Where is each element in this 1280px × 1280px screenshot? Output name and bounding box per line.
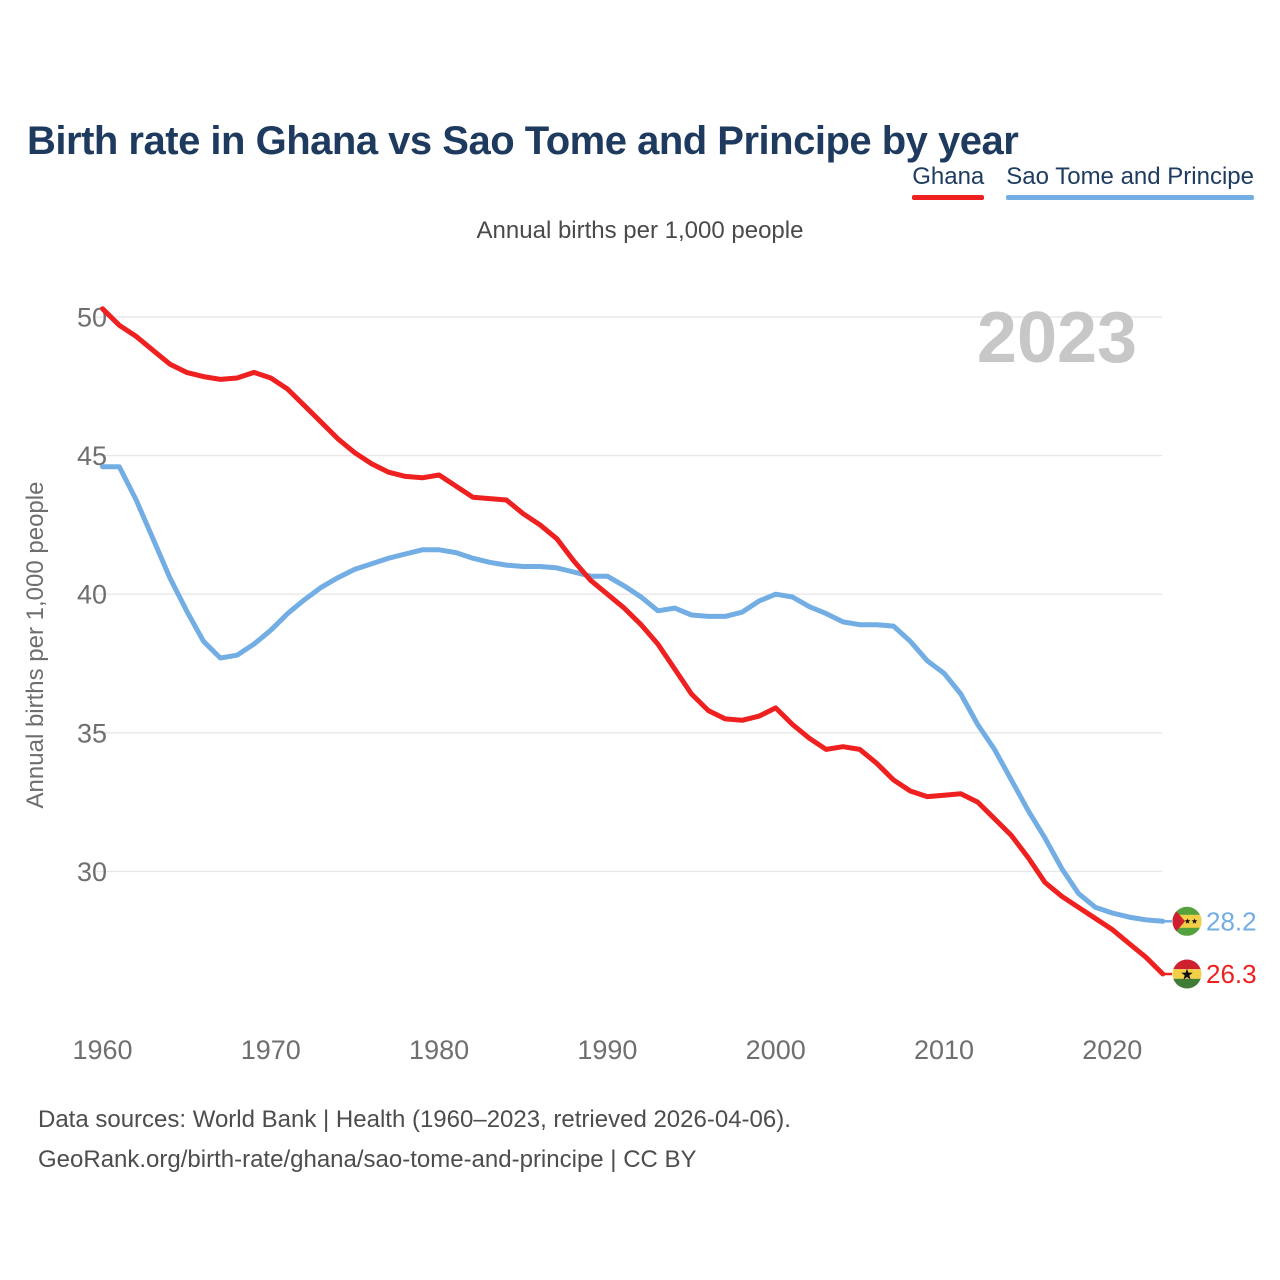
svg-text:1990: 1990 bbox=[577, 1035, 637, 1065]
y-axis-title: Annual births per 1,000 people bbox=[22, 482, 49, 809]
end-value-sao-tome: 28.2 bbox=[1206, 906, 1257, 936]
legend-label-ghana: Ghana bbox=[912, 163, 985, 190]
legend-item-ghana[interactable]: Ghana bbox=[912, 163, 985, 200]
end-value-ghana: 26.3 bbox=[1206, 959, 1257, 989]
legend-item-sao-tome[interactable]: Sao Tome and Principe bbox=[1006, 163, 1254, 200]
svg-text:2020: 2020 bbox=[1082, 1035, 1142, 1065]
series-lines bbox=[100, 306, 1166, 977]
legend-label-sao-tome: Sao Tome and Principe bbox=[1006, 163, 1254, 190]
footer-attribution: GeoRank.org/birth-rate/ghana/sao-tome-an… bbox=[38, 1146, 697, 1173]
legend: Ghana Sao Tome and Principe bbox=[912, 163, 1254, 200]
svg-text:2000: 2000 bbox=[746, 1035, 806, 1065]
svg-text:1960: 1960 bbox=[72, 1035, 132, 1065]
gridlines bbox=[96, 316, 1162, 873]
ghana-flag-icon bbox=[1172, 959, 1202, 989]
watermark-year: 2023 bbox=[977, 298, 1137, 378]
svg-text:35: 35 bbox=[77, 718, 107, 748]
svg-text:1980: 1980 bbox=[409, 1035, 469, 1065]
chart-subtitle: Annual births per 1,000 people bbox=[476, 217, 804, 244]
legend-underline-sao-tome bbox=[1006, 195, 1254, 200]
svg-text:2010: 2010 bbox=[914, 1035, 974, 1065]
x-axis-tick-labels: 1960 1970 1980 1990 2000 2010 2020 bbox=[72, 1035, 1142, 1065]
end-connectors bbox=[1162, 920, 1172, 976]
svg-text:40: 40 bbox=[77, 580, 107, 610]
svg-text:30: 30 bbox=[77, 857, 107, 887]
legend-underline-ghana bbox=[912, 195, 985, 200]
sao-tome-flag-icon bbox=[1172, 906, 1202, 936]
footer-data-sources: Data sources: World Bank | Health (1960–… bbox=[38, 1106, 791, 1133]
page-title: Birth rate in Ghana vs Sao Tome and Prin… bbox=[27, 118, 1019, 163]
svg-text:1970: 1970 bbox=[241, 1035, 301, 1065]
